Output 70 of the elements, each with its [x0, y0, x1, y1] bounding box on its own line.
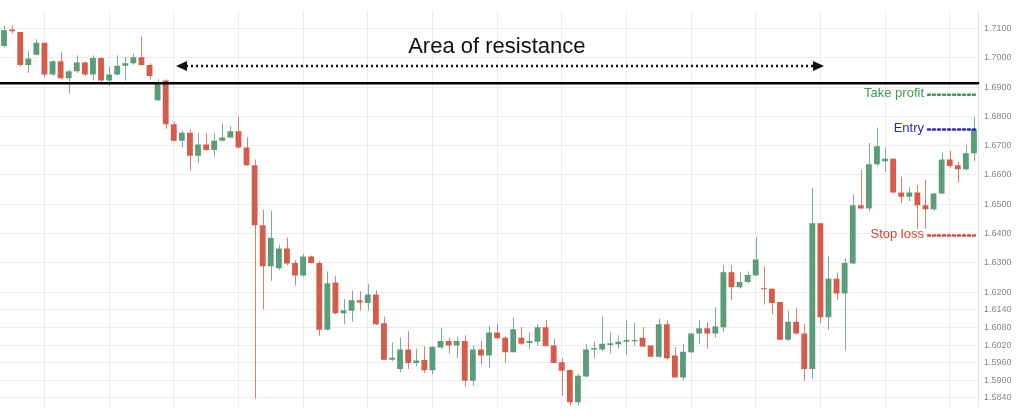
candlestick [405, 330, 412, 370]
candlestick [478, 340, 484, 365]
y-tick-label: 1.6200 [984, 286, 1012, 297]
candlestick [914, 184, 921, 230]
y-tick-label: 1.6500 [984, 198, 1012, 209]
y-tick-label: 1.5900 [984, 374, 1012, 385]
candlestick [971, 116, 977, 162]
candlestick [195, 132, 201, 164]
candlestick [671, 346, 678, 379]
candlestick [874, 127, 880, 167]
candlestick [106, 66, 113, 87]
candlestick [607, 331, 614, 355]
candlestick [898, 176, 905, 204]
candlestick [599, 316, 606, 352]
candlestick [154, 78, 161, 102]
candlestick [785, 310, 791, 342]
candlestick [421, 345, 428, 374]
y-tick-label: 1.5840 [984, 392, 1012, 403]
candlestick [962, 144, 969, 172]
candlestick [502, 335, 509, 364]
candlestick [292, 259, 298, 287]
candlestick [1, 24, 7, 49]
candlestick [90, 54, 96, 82]
candlestick [453, 336, 460, 359]
y-tick-label: 1.6400 [984, 228, 1012, 239]
candlestick [768, 288, 775, 315]
y-tick-label: 1.6140 [984, 304, 1012, 315]
y-tick-label: 1.6300 [984, 257, 1012, 268]
candlestick [65, 69, 72, 94]
candlestick [558, 357, 565, 397]
y-tick-label: 1.5960 [984, 357, 1012, 368]
ref-line-label: Stop loss [870, 225, 925, 241]
y-tick-label: 1.6700 [984, 140, 1012, 151]
candlestick [275, 244, 282, 271]
candlestick [510, 317, 517, 353]
candlestick [752, 236, 759, 277]
candlestick [954, 161, 961, 183]
ref-line-label: Take profit [864, 85, 925, 101]
candlestick [793, 307, 800, 335]
y-tick-label: 1.6600 [984, 169, 1012, 180]
y-tick-label: 1.6020 [984, 339, 1012, 350]
annotation: Area of resistance [408, 33, 586, 59]
candlestick [364, 283, 371, 312]
candlestick [187, 129, 193, 172]
candlestick [486, 325, 492, 369]
candlestick [397, 337, 403, 373]
candlestick [348, 290, 355, 323]
candlestick [712, 306, 719, 339]
candlestick [688, 332, 694, 355]
candlestick [211, 132, 218, 158]
y-tick-label: 1.7000 [984, 52, 1012, 63]
candlestick [114, 54, 121, 77]
candlestick [623, 319, 630, 355]
candlestick [25, 50, 32, 74]
y-tick-label: 1.6800 [984, 110, 1012, 121]
candlestick [284, 237, 290, 266]
candlestick [704, 321, 711, 350]
y-tick-label: 1.7100 [984, 22, 1012, 33]
y-tick-label: 1.6900 [984, 81, 1012, 92]
candlestick [356, 290, 363, 312]
candlestick [300, 253, 307, 278]
candlestick [122, 56, 129, 82]
candlestick [550, 338, 557, 364]
candlestick [696, 319, 703, 345]
y-tick-label: 1.6080 [984, 321, 1012, 332]
ref-line-label: Entry [893, 120, 925, 136]
candlestick [98, 56, 104, 83]
candlestick [857, 169, 864, 210]
candlestick [389, 341, 395, 362]
candlestick [57, 51, 64, 80]
